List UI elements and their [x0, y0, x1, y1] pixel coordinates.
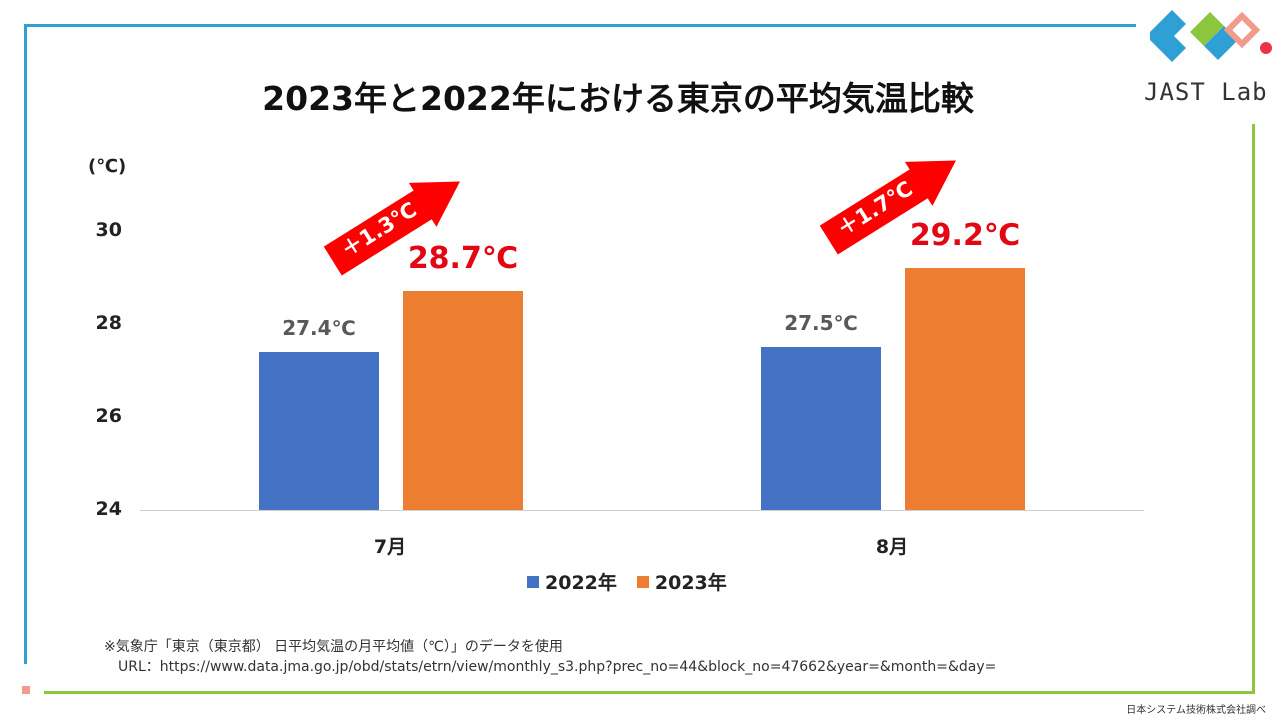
- source-url: URL：https://www.data.jma.go.jp/obd/stats…: [118, 659, 997, 675]
- data-label: 27.4℃: [282, 315, 356, 340]
- legend-item-2023: 2023年: [636, 568, 727, 595]
- corner-dot: [22, 686, 30, 694]
- legend-item-2022: 2022年: [527, 568, 617, 595]
- bar-2023年-7月: [403, 291, 523, 510]
- footer-credit: 日本システム技術株式会社調べ: [1126, 705, 1266, 716]
- logo-text: JAST Lab: [1144, 78, 1268, 106]
- data-label: 27.5℃: [784, 311, 858, 336]
- chart-title: 2023年と2022年における東京の平均気温比較: [262, 79, 974, 118]
- y-tick-label: 24: [95, 498, 122, 520]
- frame-right-border: [1252, 124, 1255, 694]
- frame-top-border: [24, 24, 1136, 27]
- bar-2023年-8月: [905, 268, 1025, 510]
- source-note: ※気象庁「東京（東京都） 日平均気温の月平均値（℃）」のデータを使用: [104, 639, 563, 655]
- y-tick-label: 28: [95, 312, 122, 334]
- bar-2022年-7月: [259, 351, 379, 510]
- x-category-label: 7月: [373, 536, 407, 558]
- y-tick-label: 26: [95, 405, 122, 427]
- legend-label: 2022年: [545, 572, 617, 594]
- bar-2022年-8月: [761, 347, 881, 510]
- jast-lab-logo-icon: [1150, 10, 1272, 62]
- data-label: 29.2℃: [909, 218, 1021, 254]
- x-category-label: 8月: [875, 536, 909, 558]
- frame-left-border: [24, 24, 27, 664]
- legend: 2022年 2023年: [527, 568, 727, 595]
- legend-label: 2023年: [654, 572, 727, 594]
- legend-swatch-icon: [636, 575, 649, 588]
- y-axis-unit: (℃): [88, 156, 127, 177]
- legend-swatch-icon: [527, 575, 539, 588]
- y-tick-label: 30: [95, 219, 122, 241]
- x-axis-line: [140, 510, 1144, 511]
- data-label: 28.7℃: [407, 241, 519, 277]
- frame-bottom-border: [44, 691, 1255, 694]
